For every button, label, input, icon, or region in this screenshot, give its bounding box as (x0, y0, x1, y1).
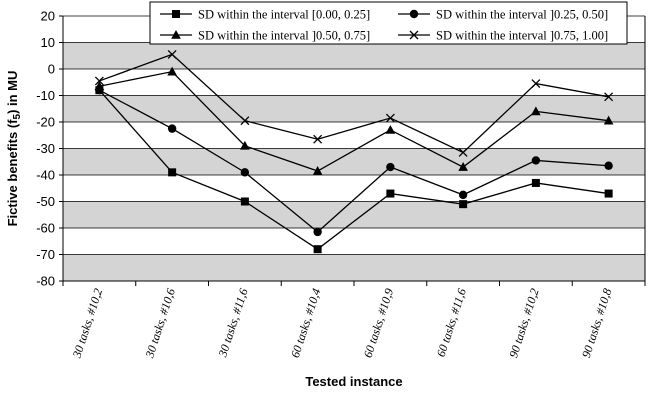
y-tick-label: -10 (36, 88, 55, 103)
series-4 (94, 49, 614, 157)
legend-label: SD within the interval ]0.25, 0.50] (436, 8, 608, 22)
y-tick-label: 0 (48, 62, 55, 77)
marker-circle (167, 124, 177, 133)
y-tick-labels: 20 10 0 -10 -20 -30 -40 -50 -60 -70 -80 (36, 9, 55, 289)
marker-square (172, 10, 180, 18)
marker-square (459, 200, 468, 209)
x-tick-label: 90 tasks, #10,8 (579, 287, 615, 360)
marker-triangle (531, 106, 541, 116)
y-tick-label: 20 (41, 9, 55, 24)
data-series (94, 49, 614, 254)
marker-x (409, 30, 419, 40)
y-tick-label: -50 (36, 194, 55, 209)
plot-band (63, 95, 645, 122)
marker-circle (409, 9, 419, 19)
marker-triangle (458, 162, 468, 171)
marker-triangle (167, 66, 177, 76)
marker-x (458, 148, 468, 157)
series-3 (94, 66, 614, 175)
legend-label: SD within the interval ]0.50, 0.75] (198, 29, 370, 43)
marker-circle (458, 190, 468, 200)
plot-band (63, 228, 645, 255)
axes (59, 15, 646, 286)
x-axis-label: Tested instance (305, 374, 402, 389)
x-tick-label: 30 tasks, #10,6 (142, 287, 178, 361)
marker-circle (386, 162, 395, 172)
legend-entry: SD within the interval ]0.25, 0.50] (398, 8, 608, 22)
marker-x (94, 76, 104, 86)
plot-band (63, 175, 645, 202)
series-line (99, 89, 609, 233)
marker-x (240, 116, 250, 126)
marker-x (167, 49, 177, 59)
marker-triangle (603, 115, 614, 125)
marker-square (604, 189, 613, 198)
y-tick-label: -80 (36, 274, 55, 289)
plot-band (63, 42, 645, 69)
legend-entry: SD within the interval [0.00, 0.25] (160, 8, 370, 22)
marker-circle (313, 227, 322, 237)
x-tick-labels: 30 tasks, #10,2 30 tasks, #10,6 30 tasks, … (69, 287, 614, 361)
marker-triangle (385, 124, 396, 134)
marker-triangle (240, 140, 250, 150)
marker-square (531, 178, 540, 187)
series-line (99, 70, 609, 172)
marker-square (386, 189, 395, 198)
legend-entry: SD within the interval ]0.75, 1.00] (398, 29, 608, 43)
marker-triangle (171, 30, 181, 39)
x-tick-label: 30 tasks, #10,2 (69, 287, 105, 361)
y-tick-label: -70 (36, 247, 55, 262)
marker-circle (240, 168, 250, 177)
marker-circle (531, 156, 541, 165)
y-axis-label-main: Fictive benefits (f (5, 119, 20, 227)
y-axis-label: Fictive benefits (f5) in MU (5, 71, 23, 227)
series-line (99, 53, 609, 154)
marker-x (531, 79, 541, 89)
marker-x (313, 134, 323, 144)
plot-band (63, 254, 645, 281)
series-line (98, 89, 609, 250)
x-tick-label: 30 tasks, #11,6 (215, 287, 251, 360)
y-tick-label: 10 (41, 35, 55, 50)
legend-entry: SD within the interval ]0.50, 0.75] (160, 29, 370, 43)
marker-triangle (94, 81, 105, 91)
y-axis-label-subscript: 5 (12, 113, 23, 119)
marker-square (168, 168, 177, 177)
x-tick-label: 60 tasks, #10,9 (361, 287, 397, 360)
series-2 (95, 86, 613, 237)
plot-band (63, 69, 645, 96)
x-tick-label: 90 tasks, #10,2 (506, 287, 542, 360)
y-axis-label-unit: ) in MU (5, 71, 20, 114)
marker-triangle (312, 166, 323, 175)
plot-band (63, 122, 645, 149)
marker-circle (604, 161, 613, 170)
marker-square (313, 245, 322, 254)
y-tick-label: -20 (36, 115, 55, 130)
marker-x (604, 92, 614, 102)
plot-band (63, 201, 645, 228)
legend-label: SD within the interval ]0.75, 1.00] (436, 29, 608, 43)
legend-box (149, 1, 628, 45)
marker-x (385, 113, 395, 123)
x-tick-label: 60 tasks, #11,6 (434, 287, 469, 359)
y-tick-label: -60 (36, 221, 55, 236)
y-tick-label: -30 (36, 141, 55, 156)
marker-square (240, 197, 249, 206)
y-tick-label: -40 (36, 168, 55, 183)
legend-label: SD within the interval [0.00, 0.25] (198, 8, 370, 22)
x-tick-label: 60 tasks, #10,4 (288, 287, 324, 360)
legend: SD within the interval [0.00, 0.25] SD wi… (149, 1, 628, 45)
